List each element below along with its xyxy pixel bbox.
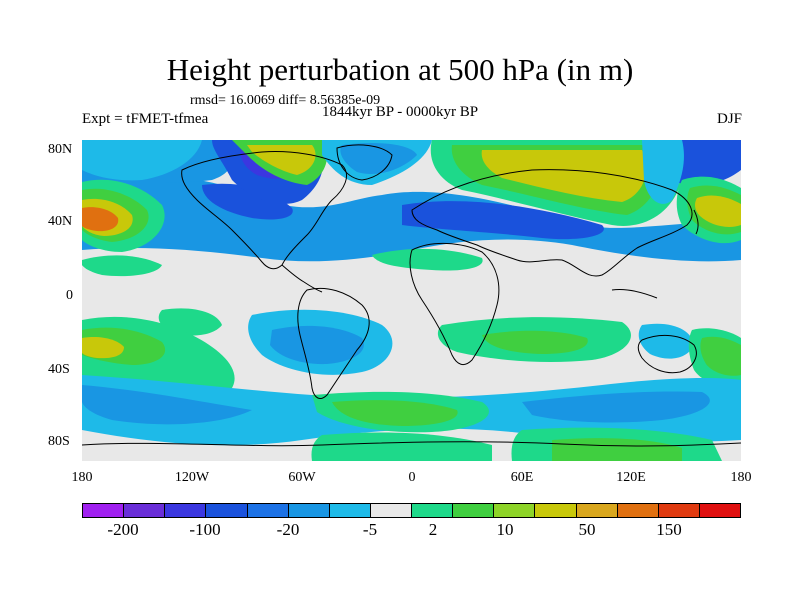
lon-label: 120E bbox=[616, 470, 646, 485]
colorbar-label: 150 bbox=[656, 520, 682, 539]
colorbar-segment bbox=[370, 504, 412, 517]
colorbar-segment bbox=[494, 504, 536, 517]
contour-band bbox=[82, 255, 162, 277]
coastline-eurasia bbox=[411, 169, 693, 277]
contour-band bbox=[270, 325, 364, 365]
contour-band bbox=[340, 143, 417, 175]
contour-band bbox=[402, 201, 604, 240]
colorbar-segment bbox=[453, 504, 495, 517]
coastline-africa bbox=[409, 242, 500, 366]
lon-label: 120W bbox=[174, 470, 210, 485]
colorbar-segment bbox=[576, 504, 618, 517]
coastline-south-america bbox=[297, 287, 370, 399]
colorbar-segment bbox=[329, 504, 371, 517]
colorbar-segment bbox=[288, 504, 330, 517]
contour-band bbox=[522, 391, 710, 423]
map-panel bbox=[82, 140, 741, 461]
lon-label: 0 bbox=[408, 470, 416, 485]
colorbar-segment bbox=[658, 504, 700, 517]
colorbar-segment bbox=[412, 504, 454, 517]
contour-band bbox=[700, 336, 741, 376]
coastline-central-america bbox=[281, 264, 323, 293]
colorbar-label: 10 bbox=[496, 520, 514, 539]
colorbar-label: 50 bbox=[578, 520, 596, 539]
colorbar-segment bbox=[535, 504, 577, 517]
contour-band bbox=[482, 330, 588, 354]
lat-label: 40N bbox=[48, 214, 73, 229]
lon-label: 60W bbox=[288, 470, 316, 485]
map-title: Height perturbation at 500 hPa (in m) bbox=[166, 52, 634, 87]
colorbar-segment bbox=[124, 504, 166, 517]
contour-band bbox=[552, 438, 682, 461]
colorbar-segment bbox=[165, 504, 207, 517]
colorbar-label: 2 bbox=[428, 520, 438, 539]
stats-label: rmsd= 16.0069 diff= 8.56385e-09 bbox=[190, 93, 381, 108]
contour-band bbox=[82, 385, 252, 425]
contour-band bbox=[202, 183, 293, 220]
lat-label: 80S bbox=[48, 434, 70, 449]
coastline-north-america bbox=[181, 151, 347, 270]
period-label: 1844kyr BP - 0000kyr BP bbox=[322, 104, 479, 120]
coastlines bbox=[82, 144, 741, 447]
season-label: DJF bbox=[716, 111, 742, 127]
contour-map bbox=[82, 140, 741, 461]
coastline-indonesia bbox=[611, 289, 658, 299]
lon-label: 180 bbox=[730, 470, 752, 485]
contour-band bbox=[372, 248, 483, 271]
contour-band bbox=[311, 432, 492, 461]
colorbar-segment bbox=[617, 504, 659, 517]
contour-band bbox=[638, 323, 694, 359]
colorbar-label: -200 bbox=[107, 520, 139, 539]
colorbar-label: -5 bbox=[362, 520, 378, 539]
contour-band bbox=[82, 140, 202, 181]
contour-band bbox=[695, 195, 741, 227]
contour-band bbox=[82, 207, 119, 232]
contour-band bbox=[82, 337, 124, 359]
colorbar-segment bbox=[699, 504, 740, 517]
coastline-australia bbox=[637, 334, 697, 374]
lat-label: 0 bbox=[66, 288, 73, 303]
lon-label: 180 bbox=[71, 470, 93, 485]
lat-label: 80N bbox=[48, 142, 73, 157]
colorbar-segment bbox=[247, 504, 289, 517]
colorbar-label: -20 bbox=[276, 520, 300, 539]
coastline-greenland bbox=[336, 144, 393, 181]
experiment-label: Expt = tFMET-tfmea bbox=[82, 111, 209, 127]
colorbar-segment bbox=[206, 504, 248, 517]
coastline-japan bbox=[693, 209, 699, 235]
coastline-antarctica bbox=[82, 441, 741, 447]
lon-label: 60E bbox=[510, 470, 534, 485]
colorbar-label: -100 bbox=[189, 520, 221, 539]
contour-band bbox=[642, 140, 684, 204]
contour-band bbox=[481, 150, 647, 202]
colorbar-segment bbox=[83, 504, 125, 517]
colorbar bbox=[82, 503, 741, 518]
lat-label: 40S bbox=[48, 362, 70, 377]
contour-band bbox=[332, 400, 458, 426]
